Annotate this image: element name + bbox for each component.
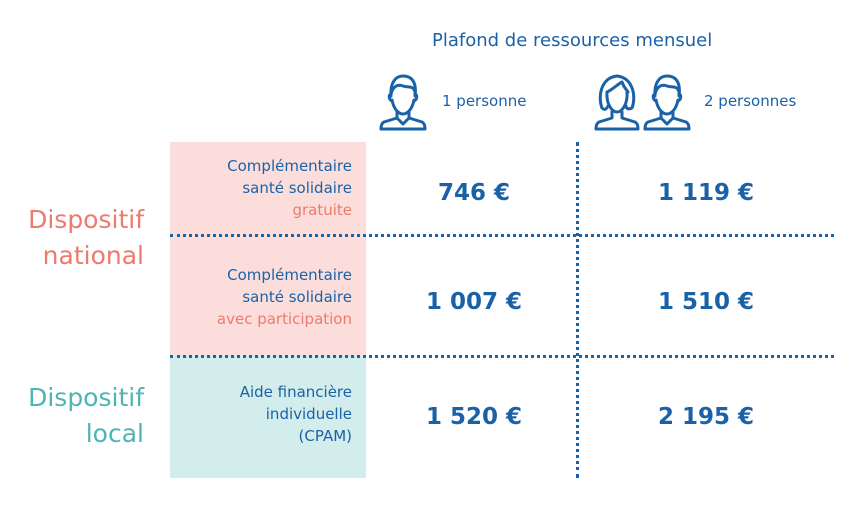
- man-icon: [379, 74, 427, 131]
- column-header-one-person: 1 personne: [442, 92, 527, 110]
- value-row1-two-persons: 1 119 €: [657, 180, 755, 206]
- value-row3-one-person: 1 520 €: [425, 404, 523, 430]
- value-row3-two-persons: 2 195 €: [657, 404, 755, 430]
- column-divider: [576, 142, 579, 478]
- national-row-background: [170, 142, 366, 356]
- row-divider-2: [170, 355, 834, 358]
- group-label-local: Dispositif local: [28, 383, 144, 448]
- row-label-css-gratuite: Complémentaire santé solidaire gratuite: [227, 157, 352, 219]
- value-row2-two-persons: 1 510 €: [657, 289, 755, 315]
- table-title: Plafond de ressources mensuel: [432, 30, 713, 51]
- value-row1-one-person: 746 €: [437, 180, 511, 206]
- column-header-two-persons: 2 personnes: [704, 92, 797, 110]
- local-row-background: [170, 356, 366, 478]
- woman-icon: [594, 74, 640, 131]
- group-label-national: Dispositif national: [28, 205, 144, 270]
- value-row2-one-person: 1 007 €: [425, 289, 523, 315]
- row-divider-1: [170, 234, 834, 237]
- row-label-css-participation: Complémentaire santé solidaire avec part…: [216, 266, 352, 328]
- row-label-aide-financiere: Aide financière individuelle (CPAM): [239, 383, 352, 445]
- man-icon: [643, 74, 691, 131]
